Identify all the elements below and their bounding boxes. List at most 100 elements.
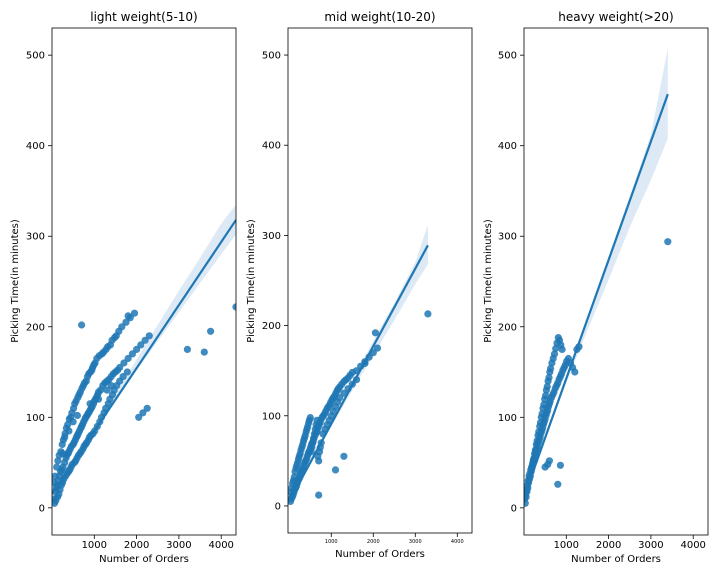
- regression-line: [52, 219, 236, 495]
- data-point: [54, 457, 62, 465]
- data-point: [542, 392, 550, 400]
- y-tick-label: 200: [26, 322, 45, 333]
- subplot-mid-weight: mid weight(10-20) Number of Orders Picki…: [246, 10, 473, 560]
- y-tick-label: 100: [498, 413, 517, 424]
- data-point: [130, 309, 139, 317]
- y-tick-label: 300: [498, 232, 517, 243]
- y-tick-label: 0: [511, 503, 517, 514]
- data-point: [540, 401, 548, 409]
- y-tick-label: 300: [26, 232, 45, 243]
- y-axis-label: Picking Time(in minutes): [246, 219, 257, 343]
- y-tick-label: 0: [275, 501, 281, 512]
- data-point: [53, 463, 61, 471]
- data-point: [373, 344, 382, 352]
- data-point: [547, 364, 555, 372]
- x-axis-label: Number of Orders: [99, 554, 189, 565]
- x-axis-label: Number of Orders: [571, 554, 661, 565]
- data-point: [533, 437, 541, 445]
- data-point: [550, 350, 559, 358]
- data-point: [118, 323, 126, 331]
- axes-frame: [287, 27, 473, 534]
- data-point: [94, 395, 103, 403]
- plot-area: [524, 48, 672, 507]
- data-point: [141, 336, 149, 344]
- data-point: [530, 455, 538, 463]
- regression-line: [288, 244, 429, 502]
- confidence-band: [94, 204, 236, 433]
- data-point: [69, 418, 77, 426]
- data-point: [107, 382, 115, 390]
- x-axis-label: Number of Orders: [335, 549, 425, 560]
- y-tick-label: 400: [262, 141, 281, 152]
- y-axis-label: Picking Time(in minutes): [10, 219, 21, 343]
- data-point: [124, 354, 132, 363]
- data-point: [232, 303, 236, 311]
- subplot-title: heavy weight(>20): [558, 10, 674, 24]
- data-point: [52, 478, 58, 487]
- y-tick-label: 400: [26, 141, 45, 152]
- y-tick-label: 500: [26, 51, 45, 62]
- x-tick-label: 3000: [638, 540, 663, 551]
- data-point: [124, 312, 132, 320]
- subplot-title: light weight(5-10): [90, 10, 197, 24]
- data-point: [59, 449, 67, 458]
- data-point: [340, 452, 348, 460]
- x-tick-label: 4000: [451, 539, 464, 545]
- y-tick-label: 0: [39, 503, 45, 514]
- data-point: [119, 373, 127, 381]
- y-tick-label: 500: [262, 51, 281, 62]
- x-tick-label: 2000: [124, 540, 149, 551]
- data-point: [145, 332, 153, 340]
- data-point: [331, 466, 340, 474]
- data-point: [135, 413, 143, 421]
- data-point: [558, 345, 566, 353]
- x-tick-label: 3000: [409, 539, 422, 545]
- data-point: [554, 480, 562, 488]
- data-point: [545, 457, 554, 465]
- plot-area: [288, 224, 432, 506]
- data-point: [137, 341, 145, 349]
- y-tick-label: 300: [262, 231, 281, 242]
- y-tick-label: 400: [498, 141, 517, 152]
- y-tick-label: 100: [26, 413, 45, 424]
- data-point: [336, 394, 344, 402]
- x-tick-label: 1000: [325, 539, 338, 545]
- x-tick-label: 2000: [596, 540, 621, 551]
- data-point: [538, 410, 546, 418]
- data-point: [64, 420, 72, 429]
- data-point: [78, 321, 86, 329]
- x-tick-label: 2000: [367, 539, 380, 545]
- data-point: [183, 345, 191, 353]
- data-point: [207, 327, 215, 335]
- y-tick-label: 100: [262, 411, 281, 422]
- data-point: [103, 386, 111, 394]
- plot-area: [52, 204, 236, 507]
- data-point: [552, 344, 560, 353]
- data-point: [120, 359, 128, 367]
- subplot-heavy-weight: heavy weight(>20) Number of Orders Picki…: [483, 10, 709, 565]
- data-point: [313, 416, 321, 424]
- data-point: [556, 461, 565, 469]
- subplot-title: mid weight(10-20): [324, 10, 435, 24]
- x-tick-label: 3000: [166, 540, 191, 551]
- x-tick-label: 4000: [680, 540, 705, 551]
- data-point: [290, 473, 298, 481]
- data-point: [543, 382, 551, 391]
- data-point: [536, 419, 545, 427]
- data-point: [524, 499, 529, 507]
- data-point: [65, 427, 73, 435]
- data-point: [133, 345, 141, 353]
- data-point: [545, 373, 553, 382]
- data-point: [571, 368, 579, 376]
- data-point: [123, 368, 131, 376]
- regression-line: [524, 93, 669, 498]
- axes-frame: [51, 27, 237, 536]
- y-axis-label: Picking Time(in minutes): [483, 219, 494, 343]
- data-point: [116, 363, 124, 372]
- data-point: [122, 318, 130, 326]
- subplot-light-weight: light weight(5-10) Number of Orders Pick…: [10, 10, 237, 565]
- y-tick-label: 200: [498, 322, 517, 333]
- data-point: [535, 428, 543, 436]
